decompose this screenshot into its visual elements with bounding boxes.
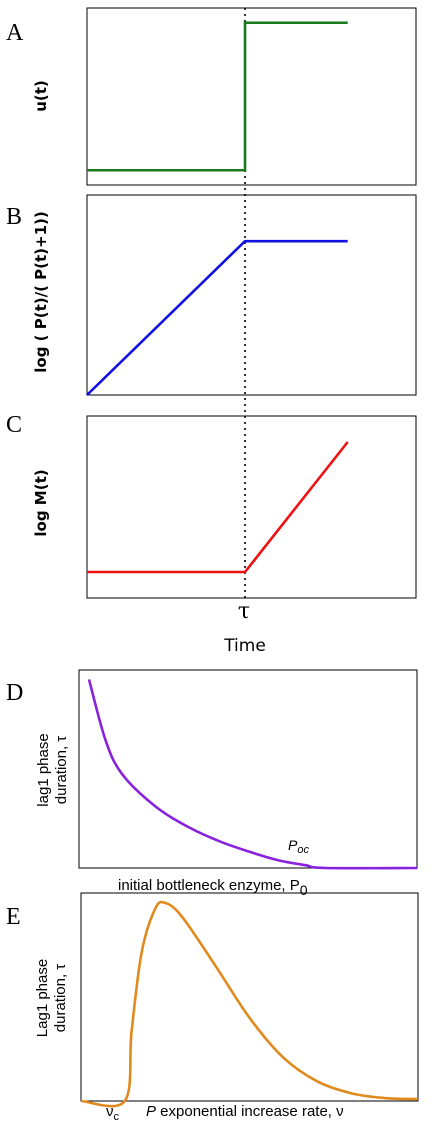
panel-c-frame bbox=[86, 415, 417, 599]
panel-e-letter: E bbox=[6, 904, 21, 930]
panel-e-ylabel-line1: Lag1 phase bbox=[34, 959, 51, 1037]
panel-d-frame bbox=[78, 669, 418, 869]
panel-e-xlabel: P exponential increase rate, ν bbox=[146, 1103, 344, 1120]
panel-d-letter: D bbox=[6, 680, 23, 706]
panel-a-frame bbox=[86, 7, 417, 186]
panel-a-ylabel: u(t) bbox=[32, 80, 50, 112]
panel-d-curve bbox=[87, 679, 418, 870]
panel-b-ylabel: log ( P(t)/( P(t)+1)) bbox=[32, 211, 50, 373]
panel-e-curve bbox=[80, 900, 419, 1108]
panel-c-ylabel: log M(t) bbox=[32, 469, 50, 536]
panel-e-frame bbox=[80, 892, 419, 1102]
panel-e-ylabel-line2: duration, τ bbox=[52, 964, 69, 1033]
panel-e-xtick: νc bbox=[106, 1103, 120, 1123]
panel-a-letter: A bbox=[6, 20, 24, 46]
panel-d-ylabel-line1: lag1 phase bbox=[35, 733, 52, 806]
panel-c-curve bbox=[87, 441, 349, 574]
panel-d-xlabel: initial bottleneck enzyme, P0 bbox=[118, 877, 308, 898]
panel-a-curve bbox=[87, 21, 348, 172]
panel-b-letter: B bbox=[6, 204, 22, 230]
panel-c-letter: C bbox=[6, 412, 22, 438]
panel-d-ylabel-line2: duration, τ bbox=[53, 736, 70, 805]
panel-d-annotation: Poc bbox=[288, 837, 309, 856]
time-xlabel: Time bbox=[223, 636, 266, 656]
panel-b-curve bbox=[86, 239, 348, 396]
panel-b-frame bbox=[86, 194, 417, 396]
tau-label: τ bbox=[238, 599, 250, 624]
